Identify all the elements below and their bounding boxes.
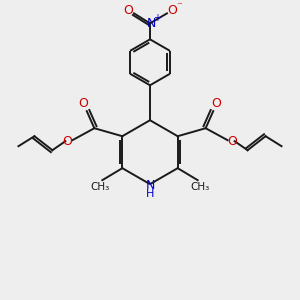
Text: CH₃: CH₃ <box>91 182 110 192</box>
Text: ⁻: ⁻ <box>176 2 182 11</box>
Text: O: O <box>62 135 72 148</box>
Text: N: N <box>145 178 155 192</box>
Text: O: O <box>78 97 88 110</box>
Text: O: O <box>123 4 133 17</box>
Text: O: O <box>212 97 222 110</box>
Text: H: H <box>146 189 154 199</box>
Text: N: N <box>146 17 156 30</box>
Text: CH₃: CH₃ <box>190 182 209 192</box>
Text: O: O <box>228 135 238 148</box>
Text: +: + <box>153 14 161 23</box>
Text: O: O <box>167 4 177 17</box>
